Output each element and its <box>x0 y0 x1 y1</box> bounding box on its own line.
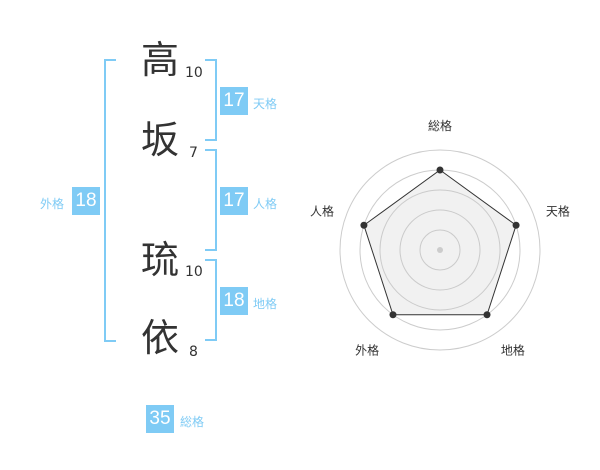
data-point <box>360 221 368 229</box>
chikaku-badge: 18 <box>220 287 248 315</box>
tenkaku-label: 天格 <box>253 97 278 111</box>
soukaku-label: 総格 <box>180 415 205 429</box>
stroke-count-4: 8 <box>189 344 198 360</box>
tenkaku-badge: 17 <box>220 87 248 115</box>
name-char-2: 坂 <box>140 118 179 162</box>
name-char-3: 琉 <box>140 238 179 282</box>
stroke-count-3: 10 <box>185 264 203 280</box>
grid-ring <box>399 209 481 291</box>
name-char-1: 高 <box>140 38 179 82</box>
axis-label: 外格 <box>355 342 379 357</box>
axis-label: 総格 <box>428 118 452 133</box>
jinkaku-bracket <box>205 149 217 251</box>
stroke-count-2: 7 <box>189 145 198 161</box>
data-point <box>436 166 444 174</box>
grid-ring <box>379 189 501 311</box>
gaikaku-bracket <box>104 59 116 342</box>
jinkaku-badge: 17 <box>220 187 248 215</box>
axis-label: 天格 <box>546 204 570 219</box>
grid-ring <box>419 229 461 271</box>
axis-label: 地格 <box>501 342 525 357</box>
stroke-count-1: 10 <box>185 65 203 81</box>
data-polygon <box>363 169 517 316</box>
name-char-4: 依 <box>140 316 179 360</box>
grid-ring <box>339 149 541 351</box>
tenkaku-bracket <box>205 59 217 141</box>
data-point <box>512 221 520 229</box>
axis-label: 人格 <box>310 204 334 219</box>
gaikaku-badge: 18 <box>72 187 100 215</box>
gaikaku-label: 外格 <box>40 197 65 211</box>
center-dot <box>437 247 443 253</box>
data-point <box>389 311 397 319</box>
jinkaku-label: 人格 <box>253 197 278 211</box>
soukaku-badge: 35 <box>146 405 174 433</box>
chikaku-label: 地格 <box>253 297 278 311</box>
data-point <box>483 311 491 319</box>
chikaku-bracket <box>205 259 217 341</box>
